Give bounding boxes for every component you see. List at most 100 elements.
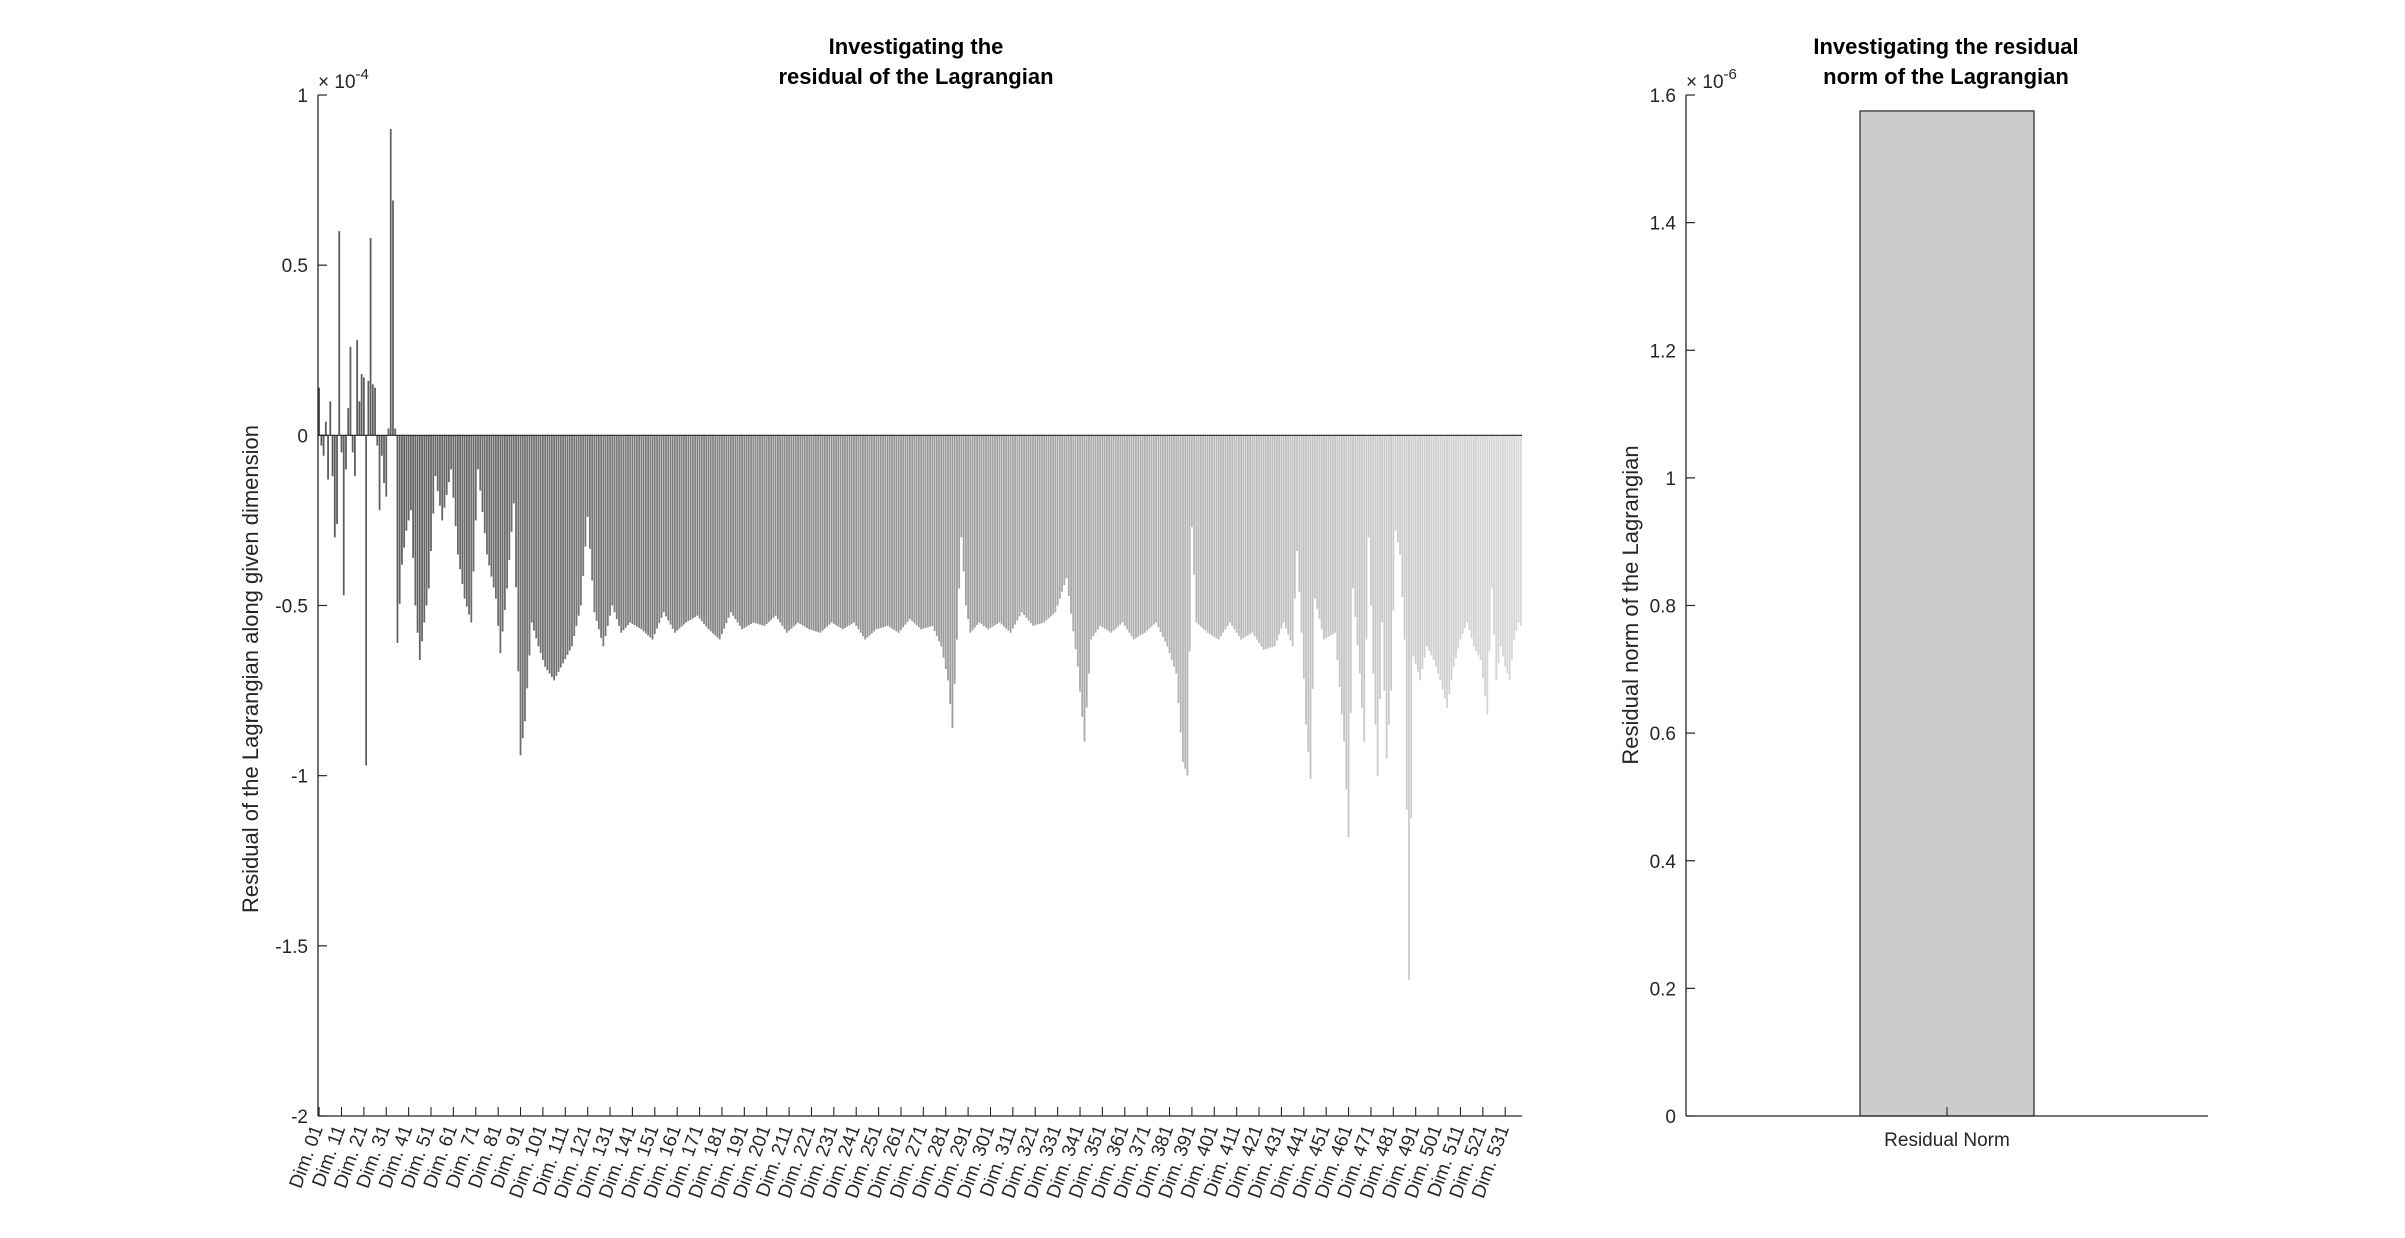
bar-dim-200 — [763, 435, 766, 626]
bar-dim-265 — [909, 435, 911, 620]
bar-dim-268 — [915, 435, 918, 626]
bar-dim-427 — [1271, 435, 1274, 648]
residual-norm-chart: Investigating the residual norm of the L… — [1618, 34, 2208, 1151]
bar-dim-469 — [1365, 435, 1368, 640]
bar-dim-237 — [846, 435, 849, 627]
bar-dim-191 — [743, 435, 746, 628]
bar-dim-322 — [1036, 435, 1039, 625]
bar-dim-292 — [969, 435, 972, 633]
bar-dim-120 — [584, 435, 587, 547]
bar-dim-99 — [537, 435, 540, 647]
bar-dim-493 — [1419, 435, 1422, 681]
bar-dim-168 — [691, 435, 694, 619]
bar-dim-284 — [951, 435, 954, 729]
bar-dim-203 — [770, 435, 773, 620]
bar-dim-159 — [671, 435, 674, 629]
bar-dim-282 — [947, 435, 949, 681]
bar-dim-98 — [535, 435, 538, 639]
bar-dim-370 — [1144, 435, 1146, 633]
bar-dim-381 — [1168, 435, 1171, 654]
bar-dim-310 — [1009, 435, 1012, 633]
bar-dim-437 — [1293, 435, 1296, 599]
bar-dim-331 — [1056, 435, 1059, 606]
bar-dim-434 — [1287, 435, 1290, 635]
bar-dim-499 — [1432, 435, 1435, 660]
bar-dim-385 — [1177, 435, 1180, 704]
bar-dim-243 — [859, 435, 862, 633]
bar-dim-53 — [434, 435, 437, 477]
bar-dim-155 — [662, 435, 665, 613]
left-chart-title-line-2: residual of the Lagrangian — [778, 64, 1053, 89]
bar-dim-409 — [1231, 435, 1234, 626]
bar-dim-283 — [949, 435, 952, 705]
bar-dim-287 — [958, 435, 961, 589]
bar-dim-465 — [1356, 435, 1359, 646]
bar-dim-95 — [528, 435, 531, 656]
bar-dim-59 — [448, 435, 450, 483]
bar-dim-228 — [826, 435, 829, 627]
bar-dim-226 — [821, 435, 824, 631]
bar-dim-121 — [586, 435, 589, 518]
bar-dim-476 — [1381, 435, 1384, 623]
bar-dim-441 — [1302, 435, 1305, 679]
bar-dim-139 — [627, 435, 629, 626]
bar-dim-141 — [631, 435, 634, 624]
bar-dim-371 — [1146, 435, 1149, 631]
bar-dim-436 — [1291, 435, 1294, 647]
bar-dim-280 — [942, 435, 945, 658]
left-y-exponent-power: -4 — [356, 66, 369, 83]
bar-dim-267 — [913, 435, 916, 624]
bar-dim-319 — [1029, 435, 1032, 624]
bar-dim-413 — [1240, 435, 1243, 640]
bar-dim-4 — [324, 421, 327, 436]
bar-dim-487 — [1405, 435, 1408, 810]
bar-dim-424 — [1264, 435, 1267, 650]
bar-dim-294 — [973, 435, 976, 628]
bar-dim-442 — [1305, 435, 1307, 725]
bar-dim-162 — [678, 435, 681, 629]
bar-dim-368 — [1139, 435, 1142, 636]
bar-dim-444 — [1309, 435, 1312, 780]
bar-dim-44 — [414, 435, 417, 606]
bar-dim-12 — [342, 435, 345, 596]
bar-dim-314 — [1018, 435, 1021, 617]
bar-dim-257 — [891, 435, 893, 629]
bar-dim-41 — [407, 435, 410, 521]
bar-dim-214 — [794, 435, 797, 625]
bar-dim-153 — [658, 435, 661, 624]
bar-dim-147 — [644, 435, 647, 634]
bar-dim-360 — [1121, 435, 1124, 623]
bar-dim-431 — [1280, 435, 1283, 629]
bar-dim-76 — [486, 435, 488, 555]
bar-dim-315 — [1020, 435, 1023, 613]
bar-dim-460 — [1345, 435, 1348, 790]
bar-dim-106 — [553, 435, 555, 681]
bar-dim-500 — [1434, 435, 1437, 667]
bar-dim-227 — [823, 435, 826, 629]
bar-dim-414 — [1242, 435, 1245, 639]
left-y-tick-label: -1 — [291, 767, 308, 788]
bar-dim-374 — [1152, 435, 1155, 625]
bar-dim-171 — [698, 435, 701, 619]
bar-dim-179 — [716, 435, 719, 638]
bar-dim-316 — [1023, 435, 1025, 616]
bar-dim-457 — [1338, 435, 1341, 688]
bar-dim-333 — [1061, 435, 1063, 592]
bar-dim-78 — [490, 435, 493, 577]
bar-dim-510 — [1457, 435, 1460, 649]
bar-dim-357 — [1114, 435, 1117, 629]
bar-dim-343 — [1083, 435, 1086, 742]
bar-dim-334 — [1063, 435, 1066, 586]
bar-dim-387 — [1182, 435, 1184, 763]
bar-dim-405 — [1222, 435, 1225, 633]
bar-dim-532 — [1506, 435, 1509, 674]
bar-dim-117 — [577, 435, 580, 616]
bar-dim-295 — [976, 435, 978, 626]
bar-dim-305 — [998, 435, 1001, 623]
bar-dim-170 — [696, 435, 699, 616]
bar-dim-73 — [479, 435, 482, 491]
bar-dim-521 — [1481, 435, 1484, 679]
bar-dim-350 — [1099, 435, 1102, 626]
bar-dim-188 — [736, 435, 739, 623]
bar-dim-86 — [508, 435, 511, 561]
